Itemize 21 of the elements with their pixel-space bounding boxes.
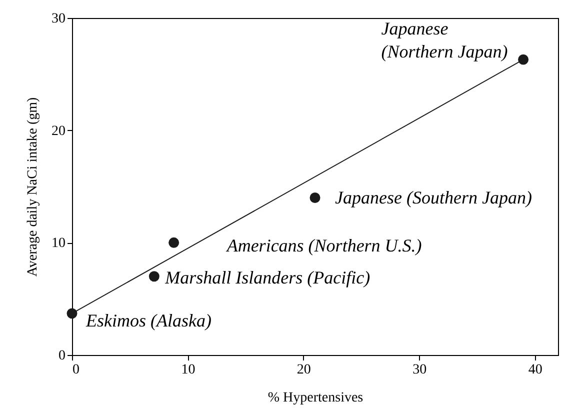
y-tick-label: 20 [52, 124, 66, 139]
x-tick-label: 40 [528, 362, 542, 378]
point [66, 308, 78, 319]
y-tick-label: 10 [52, 236, 66, 252]
annotation: Americans (Northern U.S.) [226, 236, 422, 256]
x-tick-label: 10 [181, 362, 196, 378]
y-tick-label: 30 [52, 12, 66, 26]
x-tick-label: 20 [296, 362, 311, 378]
point [518, 54, 529, 65]
annotation: Marshall Islanders (Pacific) [164, 267, 370, 288]
x-tick-label: 0 [72, 362, 80, 378]
point [148, 271, 160, 282]
y-axis-title: Average daily NaCi intake (gm) [26, 96, 40, 277]
annotation: Japanese (Southern Japan) [335, 188, 532, 208]
y-tick-label: 0 [58, 348, 66, 364]
annotation: Eskimos (Alaska) [85, 310, 212, 330]
x-axis-title: % Hypertensives [268, 390, 364, 406]
x-tick-label: 30 [412, 362, 427, 378]
annotation: Japanese (Northern Japan) [381, 18, 508, 62]
point [168, 237, 180, 248]
point [310, 192, 320, 203]
